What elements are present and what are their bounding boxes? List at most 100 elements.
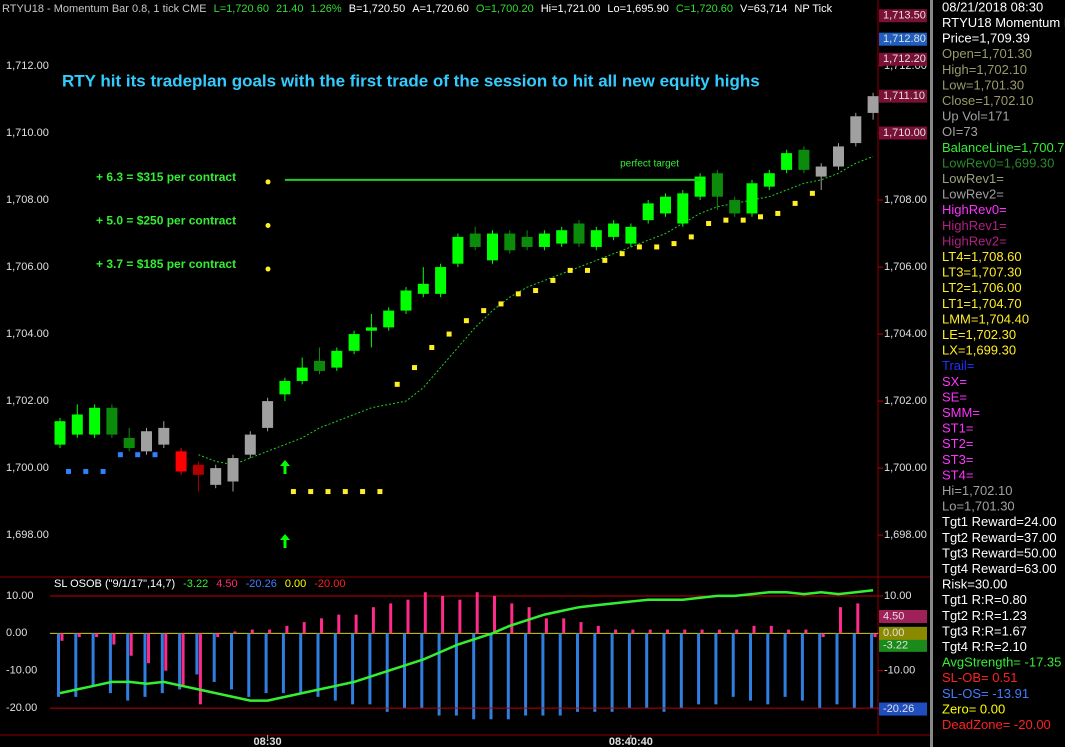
osc-bar	[714, 633, 718, 705]
osc-bar	[472, 633, 476, 720]
candle-body	[331, 350, 343, 368]
osc-bar	[371, 607, 375, 634]
osc-bar	[454, 633, 458, 716]
profit-annotation: + 5.0 = $250 per contract	[96, 214, 236, 228]
osc-bar	[579, 622, 583, 634]
osc-bar	[406, 599, 410, 634]
side-readout: Risk=30.00	[942, 577, 1007, 592]
stop-dot	[792, 200, 798, 206]
candle-body	[763, 173, 775, 187]
osc-bar	[230, 633, 233, 690]
y-tick-label-right: 1,708.00	[884, 194, 927, 206]
osc-flag-label: -20.26	[883, 703, 914, 715]
header-item: V=63,714	[740, 3, 787, 15]
side-readout: Tgt3 R:R=1.67	[942, 623, 1027, 638]
header-item: Hi=1,721.00	[541, 3, 601, 15]
osc-bar	[316, 633, 320, 697]
header-item: 21.40	[276, 3, 304, 15]
osc-bar	[250, 629, 254, 634]
osc-bar	[562, 618, 566, 634]
osc-bar	[385, 633, 389, 712]
stop-dot	[636, 244, 642, 250]
side-readout: Open=1,701.30	[942, 46, 1032, 61]
side-readout: Tgt4 R:R=2.10	[942, 639, 1027, 654]
stop-dot	[66, 468, 71, 474]
side-readout: Hi=1,702.10	[942, 483, 1012, 498]
osc-bar	[129, 633, 133, 656]
stop-dot	[809, 190, 815, 196]
stop-dot	[377, 489, 383, 495]
osc-bar	[645, 633, 649, 709]
osc-bar	[731, 633, 735, 697]
osc-flag	[879, 626, 927, 640]
side-readout: LE=1,702.30	[942, 327, 1016, 342]
stop-dot	[446, 331, 452, 337]
osc-bar	[787, 629, 791, 634]
candle-body	[850, 116, 862, 144]
osc-bar	[544, 618, 548, 634]
stop-dot	[567, 267, 573, 273]
osc-readout: -20.00	[314, 578, 345, 590]
osc-bar	[195, 633, 199, 675]
osc-bar	[818, 633, 822, 709]
profit-annotation: + 3.7 = $185 per contract	[96, 257, 236, 271]
osc-bar	[510, 603, 514, 634]
header-item: NP Tick	[794, 3, 832, 15]
candle-body	[175, 451, 187, 472]
side-readout: BalanceLine=1,700.7	[942, 140, 1065, 155]
osc-bar	[683, 629, 687, 634]
osc-bar	[264, 633, 268, 694]
side-readout: DeadZone= -20.00	[942, 717, 1051, 732]
stop-dot	[290, 489, 296, 495]
arrow-up	[280, 460, 290, 474]
side-readout: HighRev1=	[942, 218, 1007, 233]
candle-body	[711, 173, 723, 197]
osc-bar	[506, 633, 510, 720]
price-flag-label: 1,710.00	[883, 127, 926, 139]
osc-bar	[423, 592, 427, 634]
y-tick-label: 1,712.00	[6, 60, 49, 72]
osc-bar	[91, 633, 95, 686]
side-readout: LMM=1,704.40	[942, 311, 1029, 326]
osc-bar	[281, 633, 285, 694]
side-readout: LowRev2=	[942, 187, 1004, 202]
stop-dot	[585, 267, 590, 273]
osc-bar	[596, 625, 600, 634]
side-readout: LX=1,699.30	[942, 343, 1016, 358]
profit-dot	[265, 222, 271, 228]
osc-legend: SL OSOB ("9/1/17",14,7) -3.22 4.50 -20.26 0.…	[54, 578, 345, 590]
osc-readout: -20.26	[246, 578, 277, 590]
osc-bar	[441, 595, 445, 634]
y-tick-label: 1,702.00	[6, 395, 49, 407]
osc-bar	[285, 625, 289, 634]
osc-bar	[631, 629, 635, 634]
y-tick-label: 1,710.00	[6, 127, 49, 139]
stop-dot	[515, 291, 521, 297]
side-readout: Zero= 0.00	[942, 701, 1005, 716]
osc-readout: 0.00	[285, 578, 306, 590]
osc-bar	[648, 629, 652, 634]
stop-dot	[394, 381, 400, 387]
osc-bar	[216, 633, 220, 638]
stop-dot	[481, 308, 487, 314]
candle-body	[625, 226, 637, 244]
osc-bar	[233, 631, 237, 634]
header-bar: RTYU18 - Momentum Bar 0.8, 1 tick CME L=1…	[2, 3, 833, 15]
side-readout: LT4=1,708.60	[942, 249, 1022, 264]
candle-body	[729, 200, 741, 214]
header-item: Lo=1,695.90	[607, 3, 668, 15]
candle-body	[296, 367, 308, 381]
osc-bar	[299, 633, 303, 694]
osc-readout: -3.22	[183, 578, 208, 590]
arrow-up	[280, 534, 290, 548]
stop-dot	[654, 244, 660, 250]
side-readout: RTYU18 Momentum B	[942, 15, 1065, 30]
osc-bar	[475, 592, 479, 634]
header-item: B=1,720.50	[349, 3, 406, 15]
y-tick-label: 1,700.00	[6, 462, 49, 474]
side-readout: SMM=	[942, 405, 980, 420]
stop-dot	[602, 257, 608, 263]
header-item: O=1,700.20	[476, 3, 534, 15]
